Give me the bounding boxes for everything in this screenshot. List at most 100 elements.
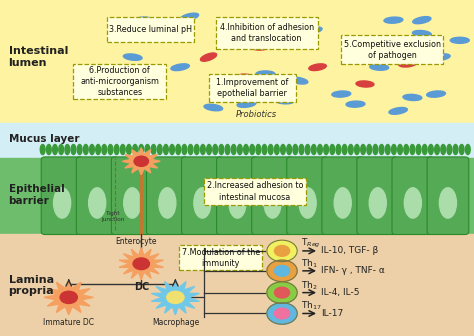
Bar <box>0 234 474 336</box>
Ellipse shape <box>422 144 427 155</box>
Text: Th$_1$: Th$_1$ <box>301 257 318 270</box>
FancyBboxPatch shape <box>111 157 153 235</box>
Ellipse shape <box>399 61 417 67</box>
Text: Mucus layer: Mucus layer <box>9 134 79 144</box>
Ellipse shape <box>133 17 152 23</box>
Ellipse shape <box>127 144 131 155</box>
Text: Intestinal
lumen: Intestinal lumen <box>9 46 68 68</box>
Ellipse shape <box>299 144 304 155</box>
Circle shape <box>167 291 184 303</box>
FancyBboxPatch shape <box>107 17 194 42</box>
Text: 6.Production of
anti-microorganism
substances: 6.Production of anti-microorganism subst… <box>80 66 159 97</box>
Ellipse shape <box>369 188 386 218</box>
Ellipse shape <box>46 144 51 155</box>
Ellipse shape <box>304 27 322 34</box>
Ellipse shape <box>237 144 242 155</box>
Ellipse shape <box>389 108 407 114</box>
Ellipse shape <box>194 188 211 218</box>
Text: 4.Inhibition of adhesion
and translocation: 4.Inhibition of adhesion and translocati… <box>219 23 314 43</box>
Ellipse shape <box>268 144 273 155</box>
Ellipse shape <box>305 144 310 155</box>
FancyBboxPatch shape <box>41 157 83 235</box>
Ellipse shape <box>324 144 328 155</box>
Ellipse shape <box>181 13 199 20</box>
Ellipse shape <box>427 91 446 97</box>
Ellipse shape <box>176 144 181 155</box>
Ellipse shape <box>392 144 396 155</box>
Ellipse shape <box>441 144 446 155</box>
Ellipse shape <box>114 144 119 155</box>
FancyBboxPatch shape <box>341 35 443 64</box>
Bar <box>0 0 474 123</box>
Ellipse shape <box>256 144 261 155</box>
Ellipse shape <box>53 144 57 155</box>
Ellipse shape <box>450 37 469 43</box>
Ellipse shape <box>356 81 374 87</box>
Text: Th$_2$: Th$_2$ <box>301 279 318 292</box>
Ellipse shape <box>385 144 390 155</box>
Ellipse shape <box>453 144 458 155</box>
Ellipse shape <box>265 24 284 30</box>
Ellipse shape <box>299 188 316 218</box>
Text: IL-4, IL-5: IL-4, IL-5 <box>321 288 360 297</box>
Ellipse shape <box>439 188 456 218</box>
Polygon shape <box>122 148 160 175</box>
Ellipse shape <box>139 144 144 155</box>
Ellipse shape <box>416 144 421 155</box>
Text: 7.Modulation of the
immunity: 7.Modulation of the immunity <box>182 248 260 268</box>
Ellipse shape <box>293 144 298 155</box>
Ellipse shape <box>164 144 168 155</box>
Ellipse shape <box>379 144 384 155</box>
Ellipse shape <box>264 188 281 218</box>
Ellipse shape <box>133 144 137 155</box>
Bar <box>0 123 474 158</box>
Text: Probiotics: Probiotics <box>236 110 276 119</box>
Ellipse shape <box>171 64 189 71</box>
Ellipse shape <box>219 144 224 155</box>
Ellipse shape <box>404 144 409 155</box>
Ellipse shape <box>431 54 450 60</box>
Text: Tight
junction: Tight junction <box>101 211 125 222</box>
Text: Lamina
propria: Lamina propria <box>9 275 54 296</box>
Ellipse shape <box>290 77 308 84</box>
Ellipse shape <box>204 104 223 111</box>
Text: 3.Reduce luminal pH: 3.Reduce luminal pH <box>109 25 192 34</box>
Ellipse shape <box>373 144 378 155</box>
Ellipse shape <box>120 144 125 155</box>
Ellipse shape <box>281 144 285 155</box>
Ellipse shape <box>318 144 322 155</box>
FancyBboxPatch shape <box>204 178 306 205</box>
Text: IL-10, TGF- β: IL-10, TGF- β <box>321 246 379 255</box>
FancyBboxPatch shape <box>217 157 258 235</box>
Ellipse shape <box>142 24 161 30</box>
Circle shape <box>133 258 149 269</box>
Ellipse shape <box>96 144 100 155</box>
Circle shape <box>134 156 148 166</box>
Ellipse shape <box>355 144 359 155</box>
Ellipse shape <box>403 94 422 100</box>
Circle shape <box>267 260 297 282</box>
FancyBboxPatch shape <box>76 157 118 235</box>
Ellipse shape <box>124 188 141 218</box>
Circle shape <box>274 308 290 319</box>
Ellipse shape <box>428 144 433 155</box>
Circle shape <box>267 303 297 324</box>
Ellipse shape <box>332 91 351 97</box>
Ellipse shape <box>231 144 236 155</box>
Ellipse shape <box>351 37 370 44</box>
FancyBboxPatch shape <box>182 157 223 235</box>
Ellipse shape <box>237 74 255 80</box>
Text: 2.Increased adhesion to
intestinal mucosa: 2.Increased adhesion to intestinal mucos… <box>207 181 303 202</box>
FancyBboxPatch shape <box>287 157 328 235</box>
Ellipse shape <box>172 20 189 27</box>
Ellipse shape <box>83 144 88 155</box>
Ellipse shape <box>207 144 211 155</box>
FancyBboxPatch shape <box>357 157 399 235</box>
Ellipse shape <box>370 64 389 70</box>
Ellipse shape <box>89 188 106 218</box>
Text: Epithelial
barrier: Epithelial barrier <box>9 184 64 206</box>
Circle shape <box>267 282 297 303</box>
Ellipse shape <box>170 144 174 155</box>
Circle shape <box>274 265 290 276</box>
FancyBboxPatch shape <box>392 157 434 235</box>
